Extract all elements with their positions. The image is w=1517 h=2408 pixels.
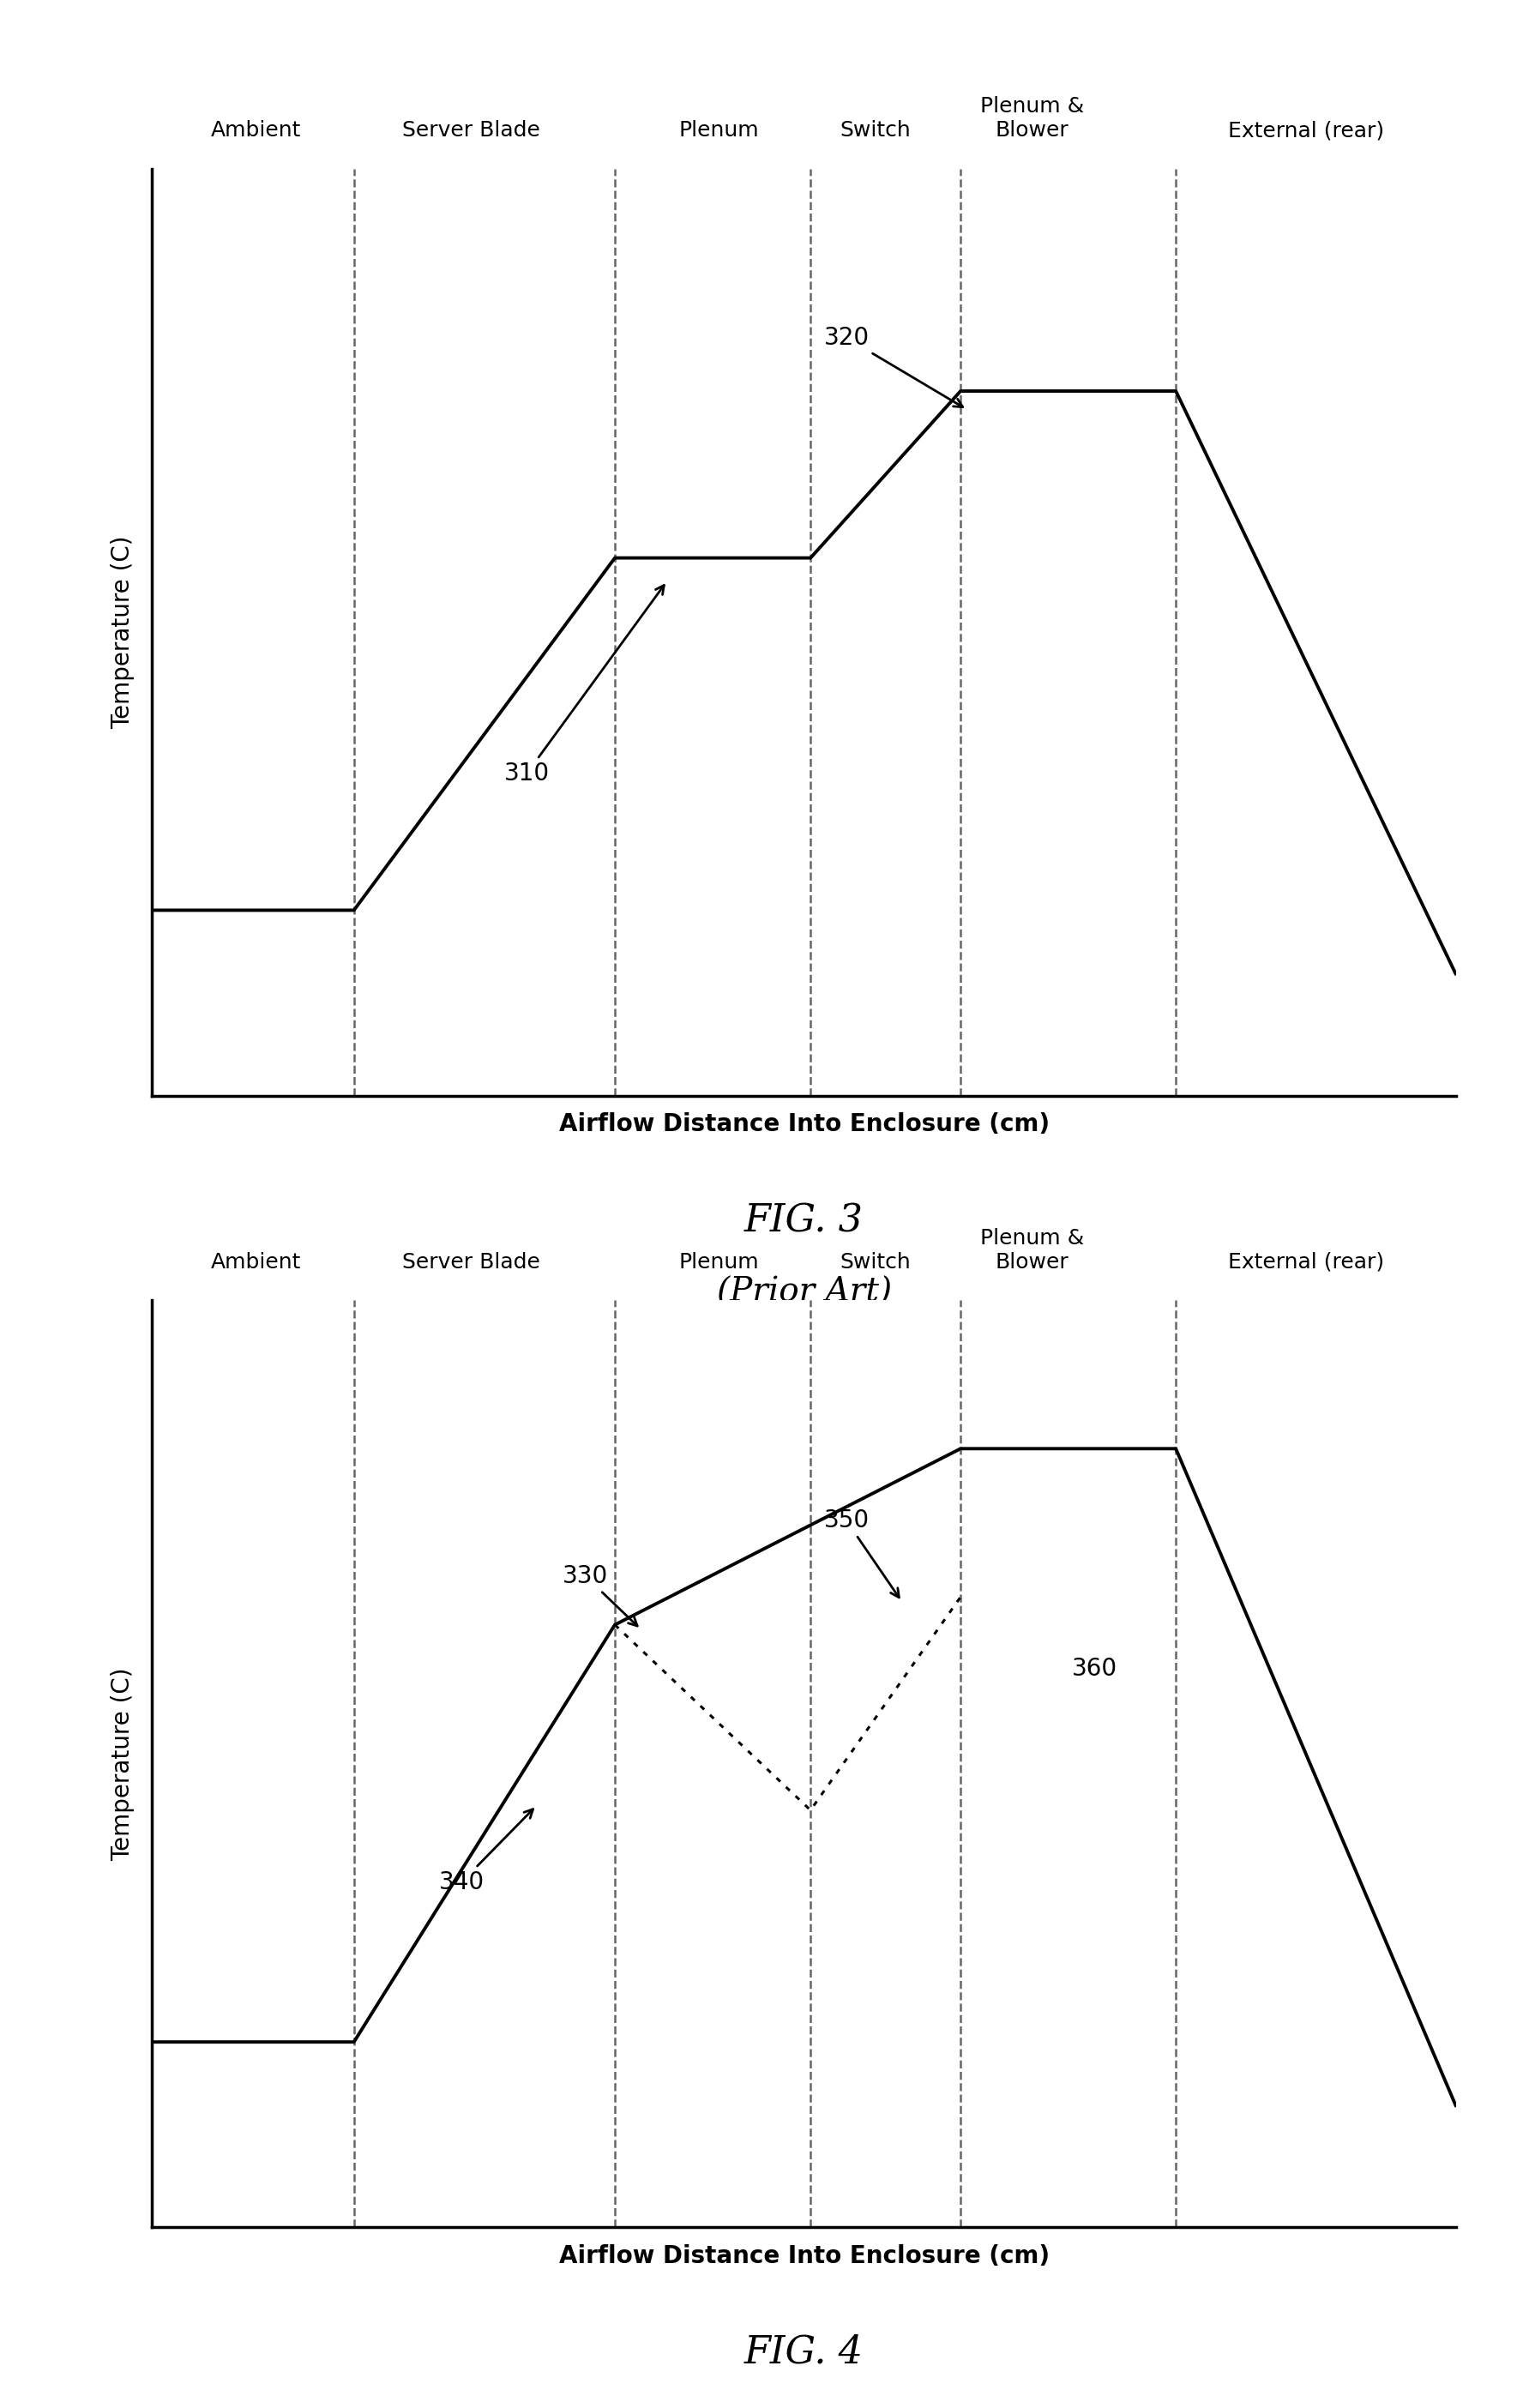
Text: (Prior Art): (Prior Art) bbox=[716, 1276, 892, 1308]
Text: Ambient: Ambient bbox=[211, 120, 302, 140]
Text: FIG. 4: FIG. 4 bbox=[745, 2333, 863, 2372]
Text: Plenum: Plenum bbox=[680, 120, 760, 140]
X-axis label: Airflow Distance Into Enclosure (cm): Airflow Distance Into Enclosure (cm) bbox=[558, 1112, 1050, 1137]
Text: Switch: Switch bbox=[840, 1252, 912, 1271]
Text: 320: 320 bbox=[824, 325, 963, 407]
Text: 330: 330 bbox=[563, 1565, 637, 1625]
Text: 310: 310 bbox=[504, 585, 664, 785]
Text: External (rear): External (rear) bbox=[1229, 120, 1385, 140]
Text: Switch: Switch bbox=[840, 120, 912, 140]
Y-axis label: Temperature (C): Temperature (C) bbox=[111, 535, 135, 730]
Text: External (rear): External (rear) bbox=[1229, 1252, 1385, 1271]
Text: Plenum: Plenum bbox=[680, 1252, 760, 1271]
Y-axis label: Temperature (C): Temperature (C) bbox=[111, 1666, 135, 1861]
X-axis label: Airflow Distance Into Enclosure (cm): Airflow Distance Into Enclosure (cm) bbox=[558, 2244, 1050, 2268]
Text: Server Blade: Server Blade bbox=[402, 1252, 540, 1271]
Text: Server Blade: Server Blade bbox=[402, 120, 540, 140]
Text: 360: 360 bbox=[1071, 1657, 1117, 1681]
Text: FIG. 3: FIG. 3 bbox=[745, 1202, 863, 1240]
Text: 340: 340 bbox=[438, 1808, 532, 1895]
Text: Plenum &
Blower: Plenum & Blower bbox=[980, 1228, 1085, 1271]
Text: Plenum &
Blower: Plenum & Blower bbox=[980, 96, 1085, 140]
Text: 350: 350 bbox=[824, 1507, 900, 1597]
Text: Ambient: Ambient bbox=[211, 1252, 302, 1271]
